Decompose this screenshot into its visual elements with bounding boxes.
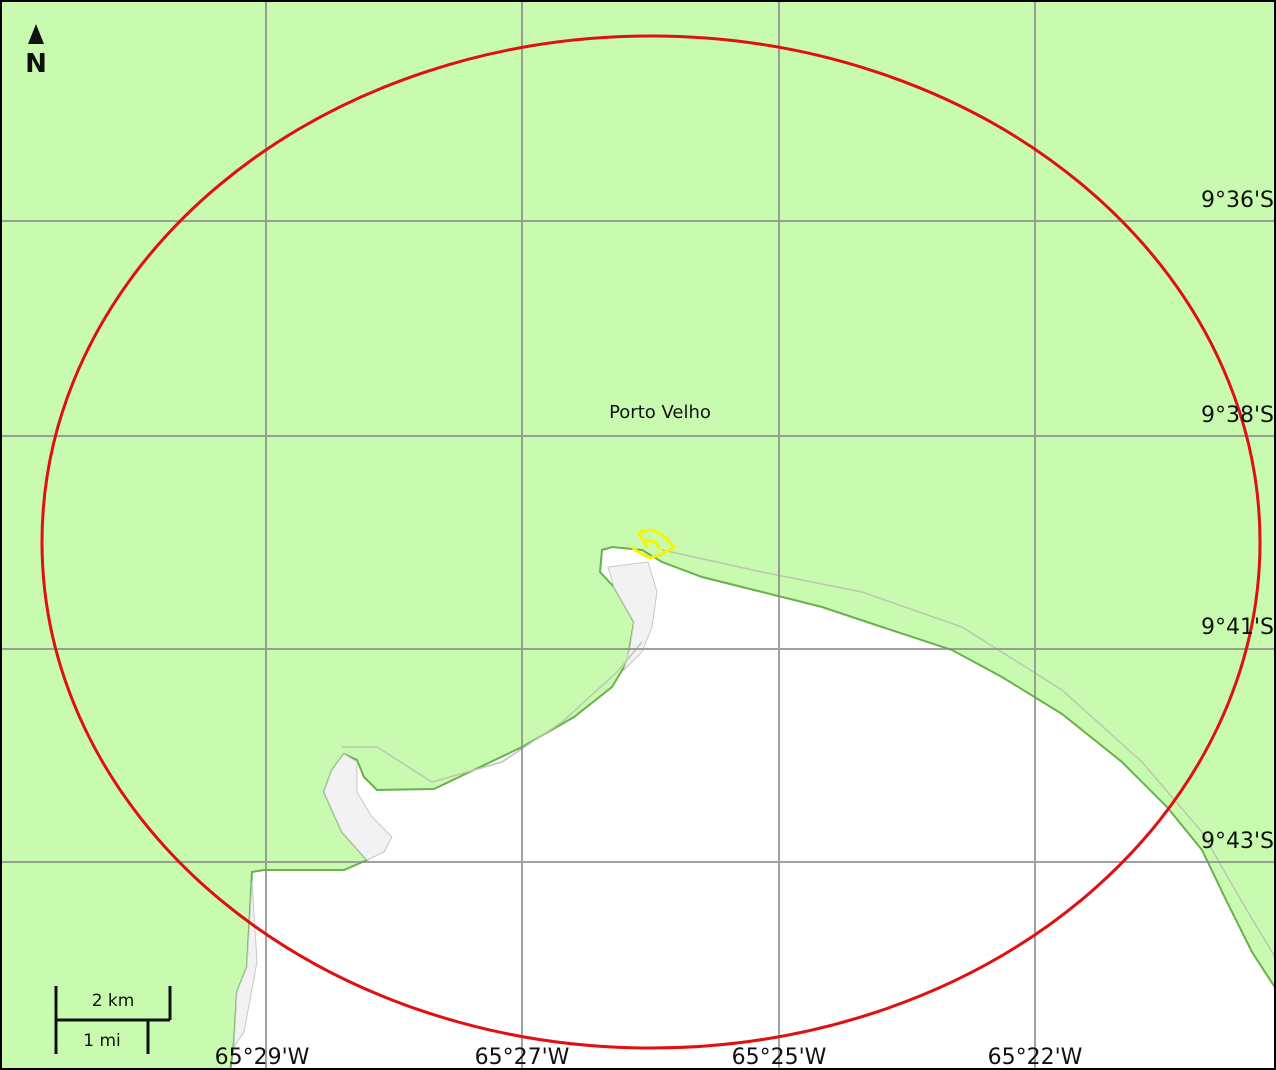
longitude-label: 65°25'W: [732, 1045, 827, 1070]
longitude-label: 65°22'W: [988, 1045, 1083, 1070]
north-arrow-icon: N: [25, 24, 47, 79]
scale-bar: [54, 986, 172, 1054]
secondary-shoreline: [342, 641, 643, 783]
latitude-label: 9°38'S: [1201, 403, 1274, 428]
scale-metric-label: 2 km: [92, 991, 135, 1011]
longitude-label: 65°29'W: [215, 1045, 310, 1070]
sandbar: [607, 561, 658, 672]
range-circle: [40, 34, 1262, 1050]
place-label: Porto Velho: [609, 402, 711, 423]
secondary-shoreline: [661, 549, 1274, 957]
scale-imperial-label: 1 mi: [83, 1031, 121, 1051]
latitude-label: 9°41'S: [1201, 615, 1274, 640]
location-marker-icon[interactable]: [631, 528, 677, 560]
latitude-label: 9°36'S: [1201, 188, 1274, 213]
longitude-label: 65°27'W: [475, 1045, 570, 1070]
sandbar: [323, 753, 393, 861]
north-label: N: [25, 49, 47, 79]
latitude-label: 9°43'S: [1201, 829, 1274, 854]
